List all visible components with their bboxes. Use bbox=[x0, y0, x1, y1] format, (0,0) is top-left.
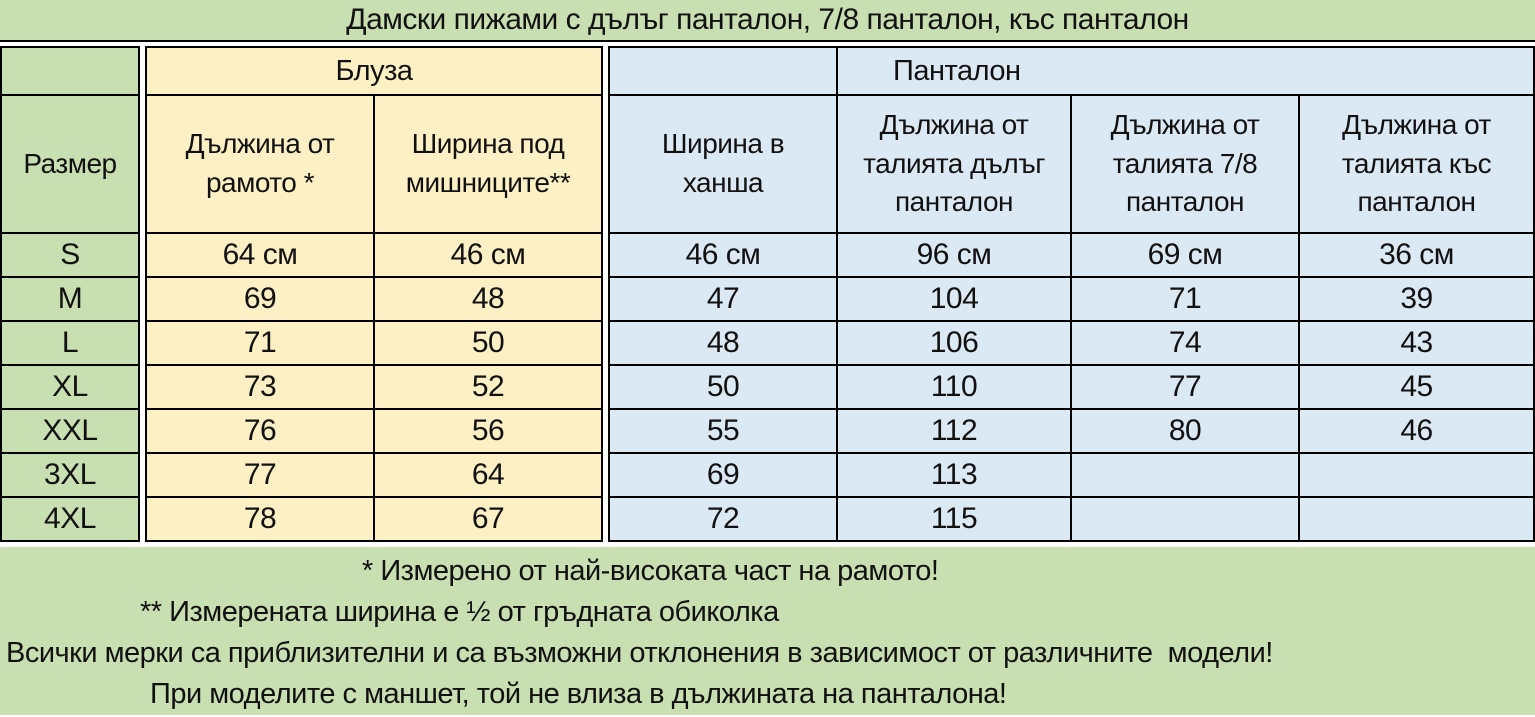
column-header-shoulder-length: Дължина от рамото * bbox=[147, 96, 373, 232]
table-title: Дамски пижами с дълъг панталон, 7/8 пант… bbox=[0, 0, 1535, 42]
table-cell: 72 bbox=[610, 498, 836, 540]
table-cell: 52 bbox=[375, 366, 601, 408]
table-cell: 71 bbox=[1072, 278, 1298, 320]
blouse-section: Блуза Дължина от рамото * Ширина под миш… bbox=[145, 46, 603, 542]
table-cell bbox=[1300, 498, 1533, 540]
table-cell: 71 bbox=[147, 322, 373, 364]
size-label-3xl: 3XL bbox=[2, 454, 138, 496]
size-label-xl: XL bbox=[2, 366, 138, 408]
table-cell: 48 bbox=[375, 278, 601, 320]
table-cell: 48 bbox=[610, 322, 836, 364]
size-label-s: S bbox=[2, 234, 138, 276]
table-cell: 77 bbox=[147, 454, 373, 496]
pants-group-header: Панталон bbox=[838, 48, 1533, 94]
size-label-4xl: 4XL bbox=[2, 498, 138, 540]
pants-section: Панталон Ширина в ханша Дължина от талия… bbox=[608, 46, 1535, 542]
table-cell: 112 bbox=[838, 410, 1070, 452]
table-cell: 67 bbox=[375, 498, 601, 540]
table-cell: 46 см bbox=[375, 234, 601, 276]
table-cell bbox=[1072, 498, 1298, 540]
size-label-xxl: XXL bbox=[2, 410, 138, 452]
pants-group-empty-cell bbox=[610, 48, 836, 94]
size-label-m: M bbox=[2, 278, 138, 320]
column-header-78-pants-length: Дължина от талията 7/8 панталон bbox=[1072, 96, 1298, 232]
footnote-width-half-chest: ** Измерената ширина е ½ от гръдната оби… bbox=[140, 596, 779, 628]
corner-empty-cell bbox=[2, 48, 138, 94]
table-cell: 80 bbox=[1072, 410, 1298, 452]
table-cell: 78 bbox=[147, 498, 373, 540]
table-cell: 73 bbox=[147, 366, 373, 408]
column-header-hip-width: Ширина в ханша bbox=[610, 96, 836, 232]
section-gutter bbox=[603, 46, 608, 542]
footnote-cuff: При моделите с маншет, той не влиза в дъ… bbox=[150, 678, 1007, 710]
row-header-cell: Размер bbox=[2, 96, 138, 232]
footnote-approximate-measures: Всички мерки са приблизителни и са възмо… bbox=[6, 637, 1273, 669]
section-gutter bbox=[140, 46, 145, 542]
table-cell: 110 bbox=[838, 366, 1070, 408]
table-cell: 106 bbox=[838, 322, 1070, 364]
table-cell: 74 bbox=[1072, 322, 1298, 364]
table-cell: 77 bbox=[1072, 366, 1298, 408]
table-cell: 36 см bbox=[1300, 234, 1533, 276]
table-cell: 104 bbox=[838, 278, 1070, 320]
footnote-shoulder: * Измерено от най-високата част на рамот… bbox=[362, 555, 939, 587]
table-cell: 76 bbox=[147, 410, 373, 452]
table-cell: 113 bbox=[838, 454, 1070, 496]
table-cell: 55 bbox=[610, 410, 836, 452]
column-header-short-pants-length: Дължина от талията къс панталон bbox=[1300, 96, 1533, 232]
table-cell: 50 bbox=[610, 366, 836, 408]
table-cell: 39 bbox=[1300, 278, 1533, 320]
table-cell: 47 bbox=[610, 278, 836, 320]
column-header-underarm-width: Ширина под мишниците** bbox=[375, 96, 601, 232]
table-cell: 46 bbox=[1300, 410, 1533, 452]
table-cell: 96 см bbox=[838, 234, 1070, 276]
table-cell: 69 bbox=[147, 278, 373, 320]
column-header-long-pants-length: Дължина от талията дълъг панталон bbox=[838, 96, 1070, 232]
footnotes-area: * Измерено от най-високата част на рамот… bbox=[0, 547, 1535, 715]
size-chart-table: Размер S M L XL XXL 3XL 4XL Блуза Дължин… bbox=[0, 46, 1535, 542]
table-cell: 50 bbox=[375, 322, 601, 364]
table-cell: 45 bbox=[1300, 366, 1533, 408]
size-column-section: Размер S M L XL XXL 3XL 4XL bbox=[0, 46, 140, 542]
table-cell: 46 см bbox=[610, 234, 836, 276]
table-cell: 43 bbox=[1300, 322, 1533, 364]
table-cell: 69 см bbox=[1072, 234, 1298, 276]
table-cell bbox=[1072, 454, 1298, 496]
table-cell: 115 bbox=[838, 498, 1070, 540]
table-cell: 64 см bbox=[147, 234, 373, 276]
size-label-l: L bbox=[2, 322, 138, 364]
table-cell bbox=[1300, 454, 1533, 496]
table-title-text: Дамски пижами с дълъг панталон, 7/8 пант… bbox=[346, 3, 1189, 36]
table-cell: 69 bbox=[610, 454, 836, 496]
blouse-group-header: Блуза bbox=[147, 48, 601, 94]
table-cell: 56 bbox=[375, 410, 601, 452]
table-cell: 64 bbox=[375, 454, 601, 496]
